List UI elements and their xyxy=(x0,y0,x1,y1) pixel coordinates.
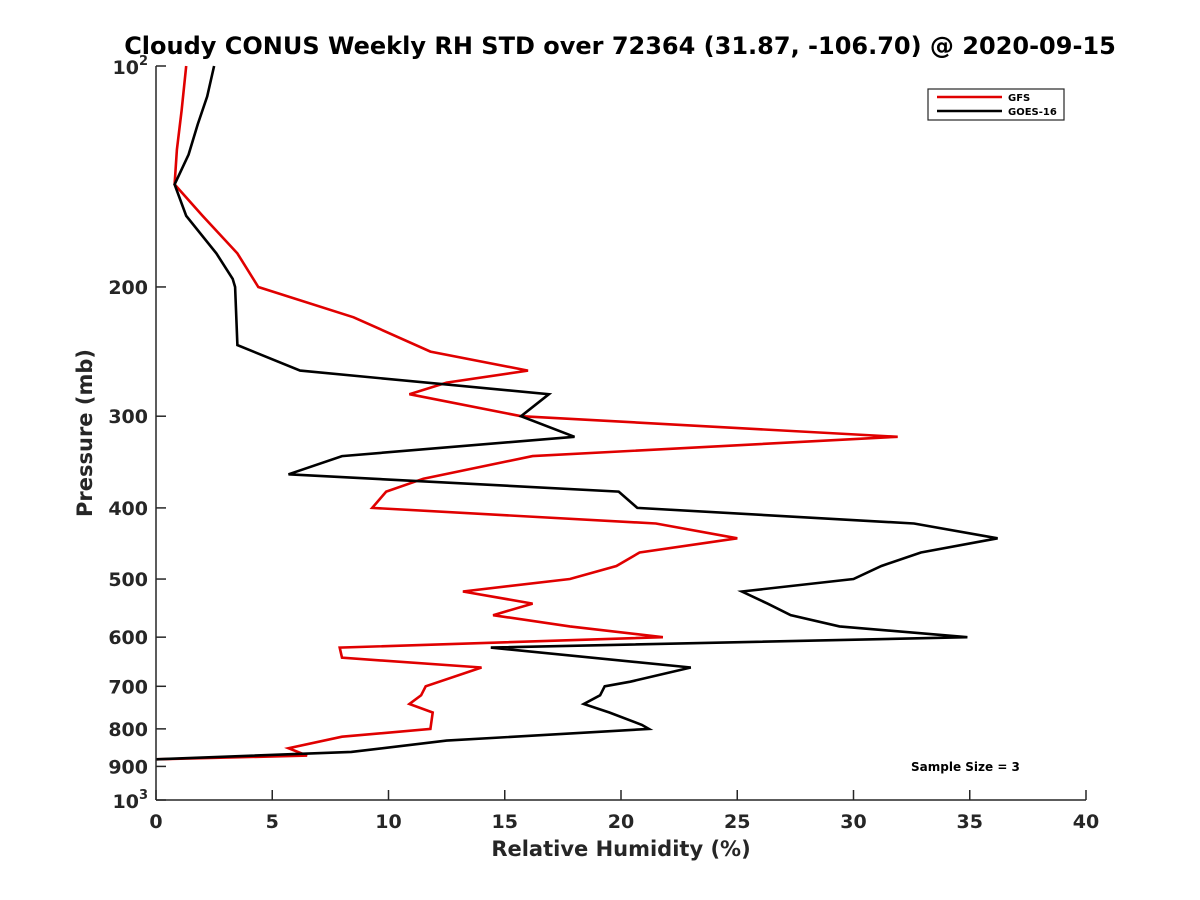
x-tick-label: 40 xyxy=(1073,811,1099,833)
x-tick-label: 0 xyxy=(149,811,162,833)
x-tick-label: 35 xyxy=(957,811,983,833)
y-tick-base: 10 xyxy=(113,791,139,813)
y-tick-base: 10 xyxy=(113,57,139,79)
x-tick-label: 20 xyxy=(608,811,634,833)
sample-size-note: Sample Size = 3 xyxy=(911,760,1020,774)
y-tick-label: 600 xyxy=(108,627,148,649)
y-tick-label: 102 xyxy=(113,54,149,79)
legend: GFS GOES-16 xyxy=(927,88,1065,121)
series-lines xyxy=(155,65,998,761)
series-line-gfs xyxy=(155,65,898,761)
y-tick-label: 103 xyxy=(113,788,149,813)
x-axis-ticks: 0 5 10 15 20 25 30 35 40 xyxy=(149,790,1099,833)
x-tick-label: 10 xyxy=(375,811,401,833)
legend-label-goes16: GOES-16 xyxy=(1008,107,1057,118)
x-tick-label: 25 xyxy=(724,811,750,833)
chart-title: Cloudy CONUS Weekly RH STD over 72364 (3… xyxy=(124,32,1116,60)
y-tick-label: 400 xyxy=(108,498,148,520)
legend-label-gfs: GFS xyxy=(1008,93,1030,104)
y-tick-label: 300 xyxy=(108,406,148,428)
y-tick-label: 900 xyxy=(108,756,148,778)
y-tick-label: 700 xyxy=(108,676,148,698)
x-axis-label: Relative Humidity (%) xyxy=(491,837,750,861)
legend-box xyxy=(927,88,1065,121)
y-tick-label: 500 xyxy=(108,569,148,591)
x-tick-label: 15 xyxy=(492,811,518,833)
y-tick-label: 800 xyxy=(108,719,148,741)
y-tick-exponent: 3 xyxy=(139,788,148,803)
y-tick-exponent: 2 xyxy=(139,54,148,69)
x-tick-label: 5 xyxy=(266,811,279,833)
x-tick-label: 30 xyxy=(840,811,866,833)
series-line-goes16 xyxy=(155,65,998,761)
y-axis-label: Pressure (mb) xyxy=(73,349,97,517)
y-tick-label: 200 xyxy=(108,277,148,299)
